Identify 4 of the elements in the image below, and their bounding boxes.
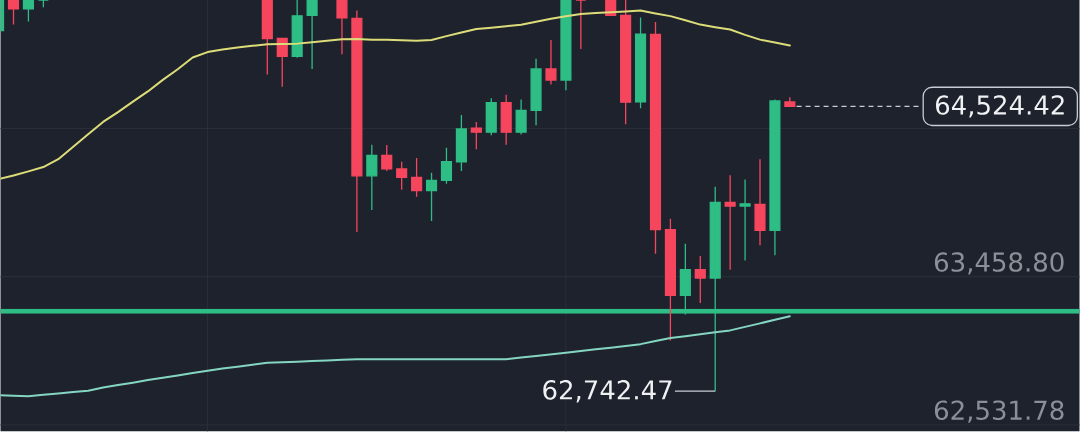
y-tick-label: 63,458.80 bbox=[934, 252, 1064, 275]
annotation: 62,742.47 bbox=[543, 380, 672, 403]
y-tick-label: 62,531.78 bbox=[934, 400, 1064, 423]
ref-line-label: 64,524.42 bbox=[936, 95, 1064, 118]
